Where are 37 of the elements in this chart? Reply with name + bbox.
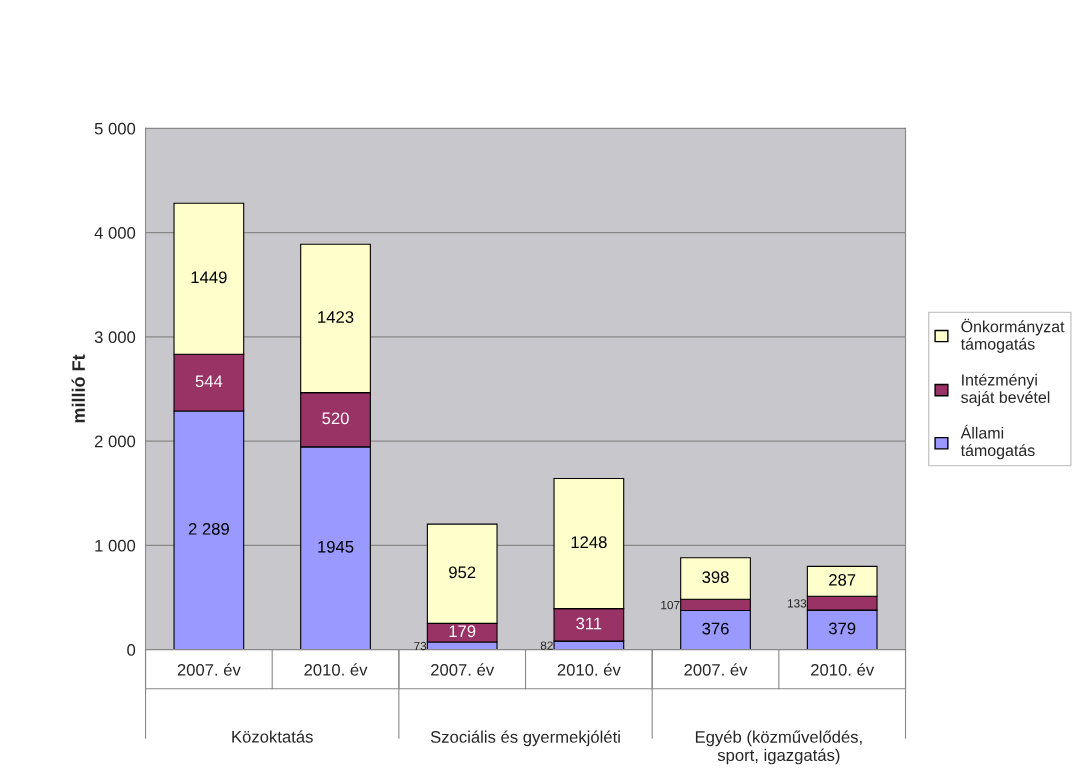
y-axis-title: millió Ft [71,354,85,423]
data-label: 287 [829,573,856,586]
x-tick-label: 2007. év [177,663,241,676]
text: Szociális és gyermekjóléti [430,730,620,747]
y-tick-label: 2 000 [94,435,136,448]
data-label: 376 [702,622,729,635]
data-label: 952 [449,566,476,579]
data-label: 2 289 [188,522,229,535]
data-label: 107 [661,600,680,610]
y-tick-label: 0 [127,644,136,656]
data-label: 1449 [191,271,227,284]
legend-label: Állami támogatás [960,424,1035,460]
x-tick-label: 2010. év [811,663,875,676]
data-label: 1423 [318,311,354,323]
data-label: 73 [414,641,427,651]
x-tick-label: 2010. év [557,663,621,676]
x-tick-label: 2007. év [684,663,748,676]
text: Egyéb (közművelődés, sport, igazgatás) [695,730,862,765]
data-label: 82 [540,641,553,650]
y-tick-label: 3 000 [94,331,136,344]
text: Közoktatás [232,730,313,743]
y-tick-label: 5 000 [94,122,136,135]
data-label: 1945 [318,540,354,553]
data-label: 398 [702,571,729,583]
legend-label: Önkormányzat támogatás [960,318,1065,353]
data-label: 520 [322,412,349,425]
data-label: 544 [195,375,223,388]
data-label: 379 [828,622,856,635]
y-tick-label: 1 000 [95,539,136,552]
legend-label: Intézményi saját bevétel [961,373,1050,407]
data-label: 1248 [571,536,607,549]
x-tick-label: 2007. év [431,663,495,676]
data-label: 179 [449,625,476,638]
data-label: 133 [787,599,807,608]
y-tick-label: 4 000 [94,227,136,239]
data-label: 311 [576,617,602,630]
x-tick-label: 2010. év [304,663,368,676]
